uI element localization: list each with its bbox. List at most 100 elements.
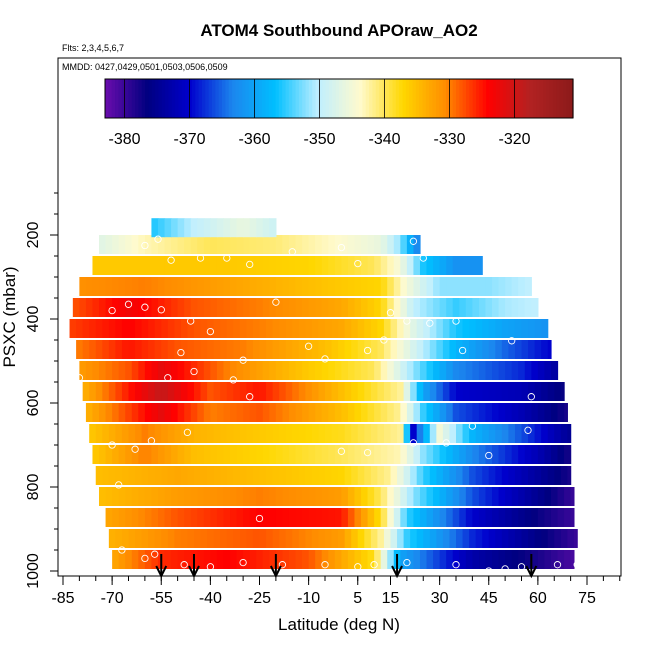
heatmap-cell	[285, 466, 293, 485]
heatmap-cell	[197, 361, 205, 380]
heatmap-cell	[223, 508, 231, 527]
heatmap-cell	[419, 445, 428, 464]
observation-point	[517, 563, 526, 571]
heatmap-cell	[194, 466, 202, 485]
heatmap-cell	[315, 235, 323, 254]
heatmap-cell	[138, 256, 146, 275]
heatmap-cell	[426, 550, 434, 569]
heatmap-cell	[203, 298, 211, 317]
observation-point	[370, 561, 378, 569]
heatmap-cell	[92, 361, 100, 380]
heatmap-cell	[354, 508, 362, 527]
heatmap-cell	[285, 382, 293, 401]
heatmap-cell	[462, 466, 470, 485]
heatmap-cell	[295, 235, 303, 254]
heatmap-cell	[403, 340, 411, 359]
heatmap-cell	[472, 403, 480, 422]
colorbar-segment	[345, 79, 350, 118]
heatmap-cell	[177, 487, 185, 506]
heatmap-cell	[89, 424, 97, 443]
heatmap-cell	[302, 487, 310, 506]
heatmap-cell	[433, 403, 441, 422]
heatmap-cell	[347, 508, 356, 527]
colorbar-segment	[409, 79, 414, 118]
heatmap-cell	[210, 235, 218, 254]
heatmap-cell	[102, 382, 110, 401]
heatmap-cell	[387, 361, 395, 380]
heatmap-cell	[367, 235, 375, 254]
heatmap-cell	[498, 403, 506, 422]
heatmap-cell	[442, 382, 451, 401]
heatmap-cell	[252, 319, 261, 338]
heatmap-cell	[151, 298, 159, 317]
heatmap-cell	[190, 298, 198, 317]
heatmap-cell	[269, 361, 277, 380]
observation-point	[141, 241, 149, 250]
heatmap-cell	[341, 445, 349, 464]
heatmap-cell	[338, 382, 346, 401]
heatmap-cell	[419, 277, 428, 296]
heatmap-cell	[256, 218, 264, 238]
heatmap-cell	[105, 403, 113, 422]
heatmap-cell	[328, 298, 336, 317]
observation-point	[180, 561, 188, 569]
heatmap-cell	[243, 550, 251, 569]
colorbar-segment	[215, 79, 220, 118]
heatmap-cell	[459, 277, 467, 296]
heatmap-cell	[380, 298, 388, 317]
heatmap-cell	[531, 403, 539, 422]
heatmap-cell	[226, 466, 234, 485]
heatmap-cell	[462, 319, 470, 338]
heatmap-cell	[361, 361, 369, 380]
heatmap-cell	[374, 550, 382, 569]
heatmap-cell	[174, 382, 182, 401]
heatmap-cell	[252, 466, 261, 485]
heatmap-cell	[180, 529, 189, 548]
heatmap-cell	[112, 550, 120, 569]
heatmap-cell	[482, 466, 490, 485]
heatmap-cell	[89, 340, 97, 359]
heatmap-cell	[220, 382, 228, 401]
heatmap-cell	[505, 550, 513, 569]
heatmap-cell	[95, 466, 103, 485]
heatmap-cell	[115, 340, 123, 359]
heatmap-cell	[478, 361, 487, 380]
observation-point	[278, 561, 287, 569]
heatmap-cell	[403, 319, 411, 338]
heatmap-cell	[223, 487, 231, 506]
heatmap-cell	[495, 424, 503, 443]
heatmap-cell	[452, 361, 460, 380]
heatmap-cell	[315, 445, 323, 464]
heatmap-cell	[262, 277, 270, 296]
heatmap-cell	[416, 382, 424, 401]
heatmap-cell	[334, 487, 342, 506]
observation-point	[75, 374, 84, 382]
heatmap-cell	[410, 466, 418, 485]
heatmap-cell	[292, 340, 300, 359]
heatmap-cell	[148, 319, 156, 338]
heatmap-cell	[236, 445, 244, 464]
observation-point	[167, 256, 175, 264]
heatmap-cell	[406, 256, 415, 275]
heatmap-cell	[243, 445, 251, 464]
heatmap-cell	[125, 235, 133, 254]
heatmap-cell	[413, 256, 421, 275]
heatmap-cell	[521, 382, 529, 401]
heatmap-cell	[223, 256, 231, 275]
heatmap-cell	[256, 508, 264, 527]
heatmap-cell	[472, 508, 480, 527]
heatmap-cell	[387, 487, 395, 506]
heatmap-cell	[508, 466, 516, 485]
heatmap-cell	[194, 340, 202, 359]
heatmap-cell	[469, 340, 477, 359]
heatmap-cell	[370, 319, 378, 338]
heatmap-cell	[567, 424, 572, 443]
flights-subtitle: Flts: 2,3,4,5,6,7	[62, 43, 124, 53]
heatmap-cell	[275, 298, 284, 317]
heatmap-cell	[210, 403, 218, 422]
heatmap-cell	[144, 487, 153, 506]
colorbar-segment	[111, 79, 116, 118]
heatmap-cell	[266, 424, 274, 443]
heatmap-cell	[537, 361, 546, 380]
heatmap-cell	[370, 466, 378, 485]
